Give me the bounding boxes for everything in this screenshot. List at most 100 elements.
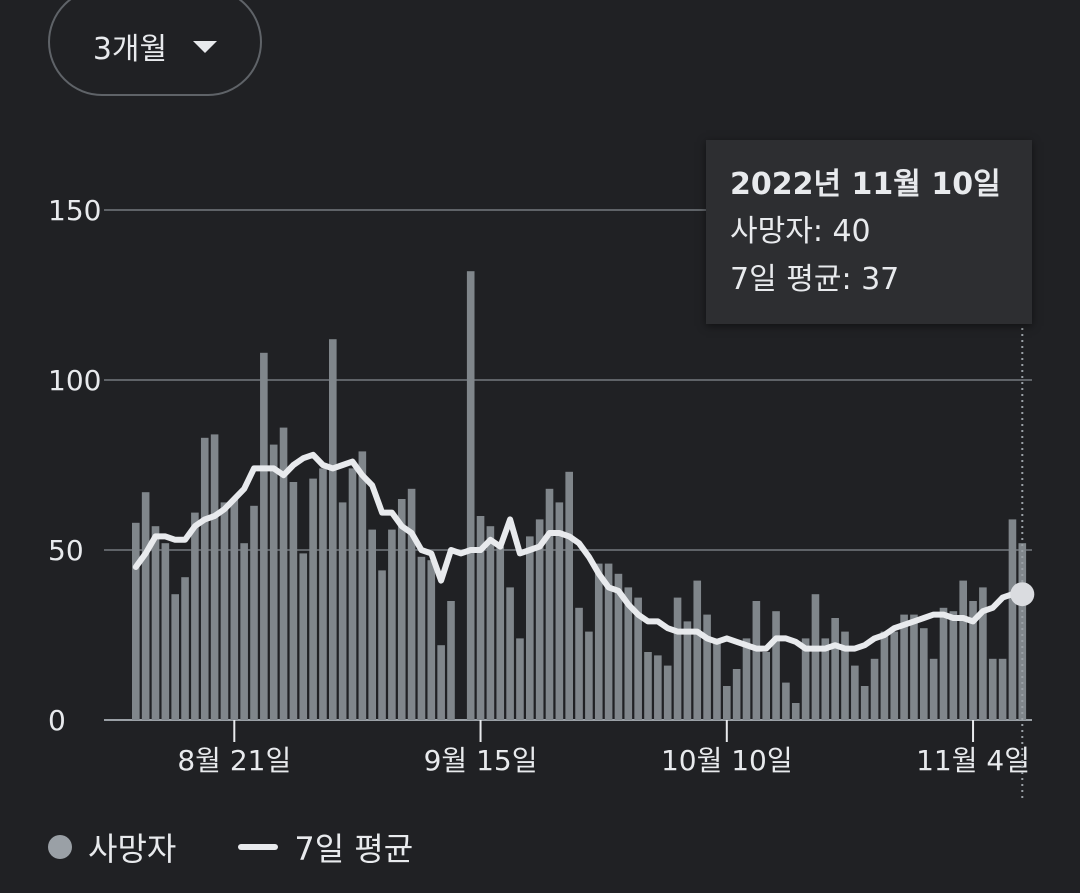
bar [476,516,485,720]
legend-line-label: 7일 평균 [294,830,414,868]
bar [378,570,386,720]
legend-bars-swatch [48,835,72,859]
bar [949,611,958,720]
tooltip-average-value: 37 [861,262,900,297]
bar [200,437,209,720]
bar [673,597,682,720]
bar [988,658,997,720]
y-tick-label: 0 [48,704,66,737]
bar [821,638,830,720]
bar [644,652,652,720]
bar [683,621,692,720]
x-tick-label: 9월 15일 [424,744,538,777]
bar [880,631,889,720]
bar [723,686,731,720]
bar [220,502,229,720]
bar [230,499,239,720]
bar [368,529,376,720]
tooltip-deaths-value: 40 [832,214,871,249]
tooltip-deaths-label: 사망자 [730,214,813,249]
bar [397,499,406,720]
bar [663,665,672,720]
highlight-point [1010,582,1035,607]
bar [535,519,544,720]
average-line [132,451,1026,652]
bar [309,478,317,720]
bar [634,597,642,720]
bar [752,601,761,720]
bar [1008,519,1017,720]
y-tick-label: 50 [48,534,84,567]
bar [969,601,977,720]
bar [171,594,179,720]
tooltip-deaths: 사망자: 40 [730,214,871,249]
bar [516,638,524,720]
tooltip-average: 7일 평균: 37 [730,262,900,297]
bar [870,658,879,720]
tooltip-average-label: 7일 평균 [730,262,842,297]
bar [693,580,702,720]
bar [496,546,505,720]
x-axis: 8월 21일 9월 15일 10월 10일 11월 4일 [177,322,1030,800]
bar [447,601,455,720]
bar [910,614,918,720]
bar [841,631,849,720]
bar [860,686,869,720]
bar [929,658,938,720]
bar [732,669,741,720]
legend: 사망자 7일 평균 [48,824,413,870]
bar [851,665,859,720]
bar [791,703,800,720]
bar [437,645,445,720]
bar [181,577,189,720]
range-selector-button[interactable]: 3개월 [48,0,262,96]
tooltip-date: 2022년 11월 10일 [730,167,1001,202]
bar [427,560,436,720]
x-tick-label: 8월 21일 [177,744,291,777]
bar [526,536,534,720]
bar [250,505,258,720]
bar [604,563,613,720]
bar [614,573,623,720]
range-selector-label: 3개월 [92,32,168,67]
bar [141,492,150,720]
bar [998,658,1007,720]
bar [319,468,327,720]
bar [279,427,288,720]
bar [801,638,810,720]
bar [762,652,770,720]
bar [348,468,357,720]
bar [979,587,987,720]
bar [289,482,298,720]
bar [466,271,475,720]
bar [506,587,514,720]
bar [811,594,820,720]
bar [594,563,603,720]
bar [890,631,899,720]
bar [210,434,219,720]
x-tick-label: 10월 10일 [661,744,793,777]
bar [585,631,593,720]
bar [545,488,554,720]
bar [575,607,583,720]
y-tick-label: 100 [48,364,101,397]
line-series [132,451,1035,652]
bar [388,529,396,720]
tooltip: 2022년 11월 10일 사망자: 40 7일 평균: 37 [706,140,1032,324]
bar [269,444,278,720]
bar [151,526,160,720]
y-axis: 0 50 100 150 [48,194,101,737]
bar [772,611,780,720]
bar [555,502,564,720]
bar [1018,543,1027,720]
bar [486,526,495,720]
bar [900,614,908,720]
bar [161,543,170,720]
bar-series [132,271,1027,720]
bar [713,641,721,720]
bar [240,543,248,720]
bar [417,556,426,720]
bar [703,614,711,720]
bar [742,638,751,720]
